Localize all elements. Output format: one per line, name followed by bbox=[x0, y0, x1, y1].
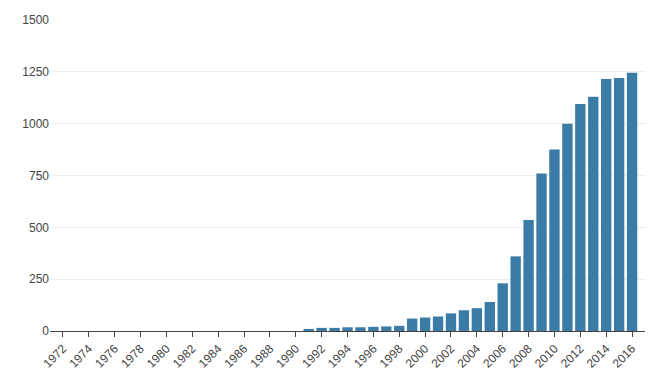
svg-text:1994: 1994 bbox=[325, 342, 354, 371]
svg-text:2004: 2004 bbox=[454, 342, 483, 371]
svg-text:1000: 1000 bbox=[22, 117, 49, 131]
svg-text:1976: 1976 bbox=[92, 342, 121, 371]
svg-text:2000: 2000 bbox=[403, 342, 432, 371]
svg-text:1982: 1982 bbox=[170, 342, 199, 371]
svg-text:0: 0 bbox=[42, 324, 49, 338]
svg-text:1500: 1500 bbox=[22, 13, 49, 27]
svg-text:1974: 1974 bbox=[66, 342, 95, 371]
svg-text:1978: 1978 bbox=[118, 342, 147, 371]
svg-text:1984: 1984 bbox=[196, 342, 225, 371]
svg-text:1250: 1250 bbox=[22, 65, 49, 79]
svg-text:1972: 1972 bbox=[41, 342, 70, 371]
svg-text:2014: 2014 bbox=[584, 342, 613, 371]
svg-text:2002: 2002 bbox=[429, 342, 458, 371]
svg-text:500: 500 bbox=[29, 221, 49, 235]
svg-text:1990: 1990 bbox=[273, 342, 302, 371]
svg-text:2006: 2006 bbox=[480, 342, 509, 371]
svg-text:1986: 1986 bbox=[222, 342, 251, 371]
svg-text:1980: 1980 bbox=[144, 342, 173, 371]
svg-text:1998: 1998 bbox=[377, 342, 406, 371]
svg-text:2012: 2012 bbox=[558, 342, 587, 371]
svg-text:1988: 1988 bbox=[247, 342, 276, 371]
svg-text:1992: 1992 bbox=[299, 342, 328, 371]
svg-text:750: 750 bbox=[29, 169, 49, 183]
svg-text:2016: 2016 bbox=[610, 342, 639, 371]
svg-text:250: 250 bbox=[29, 272, 49, 286]
svg-text:2008: 2008 bbox=[506, 342, 535, 371]
svg-text:2010: 2010 bbox=[532, 342, 561, 371]
svg-text:1996: 1996 bbox=[351, 342, 380, 371]
